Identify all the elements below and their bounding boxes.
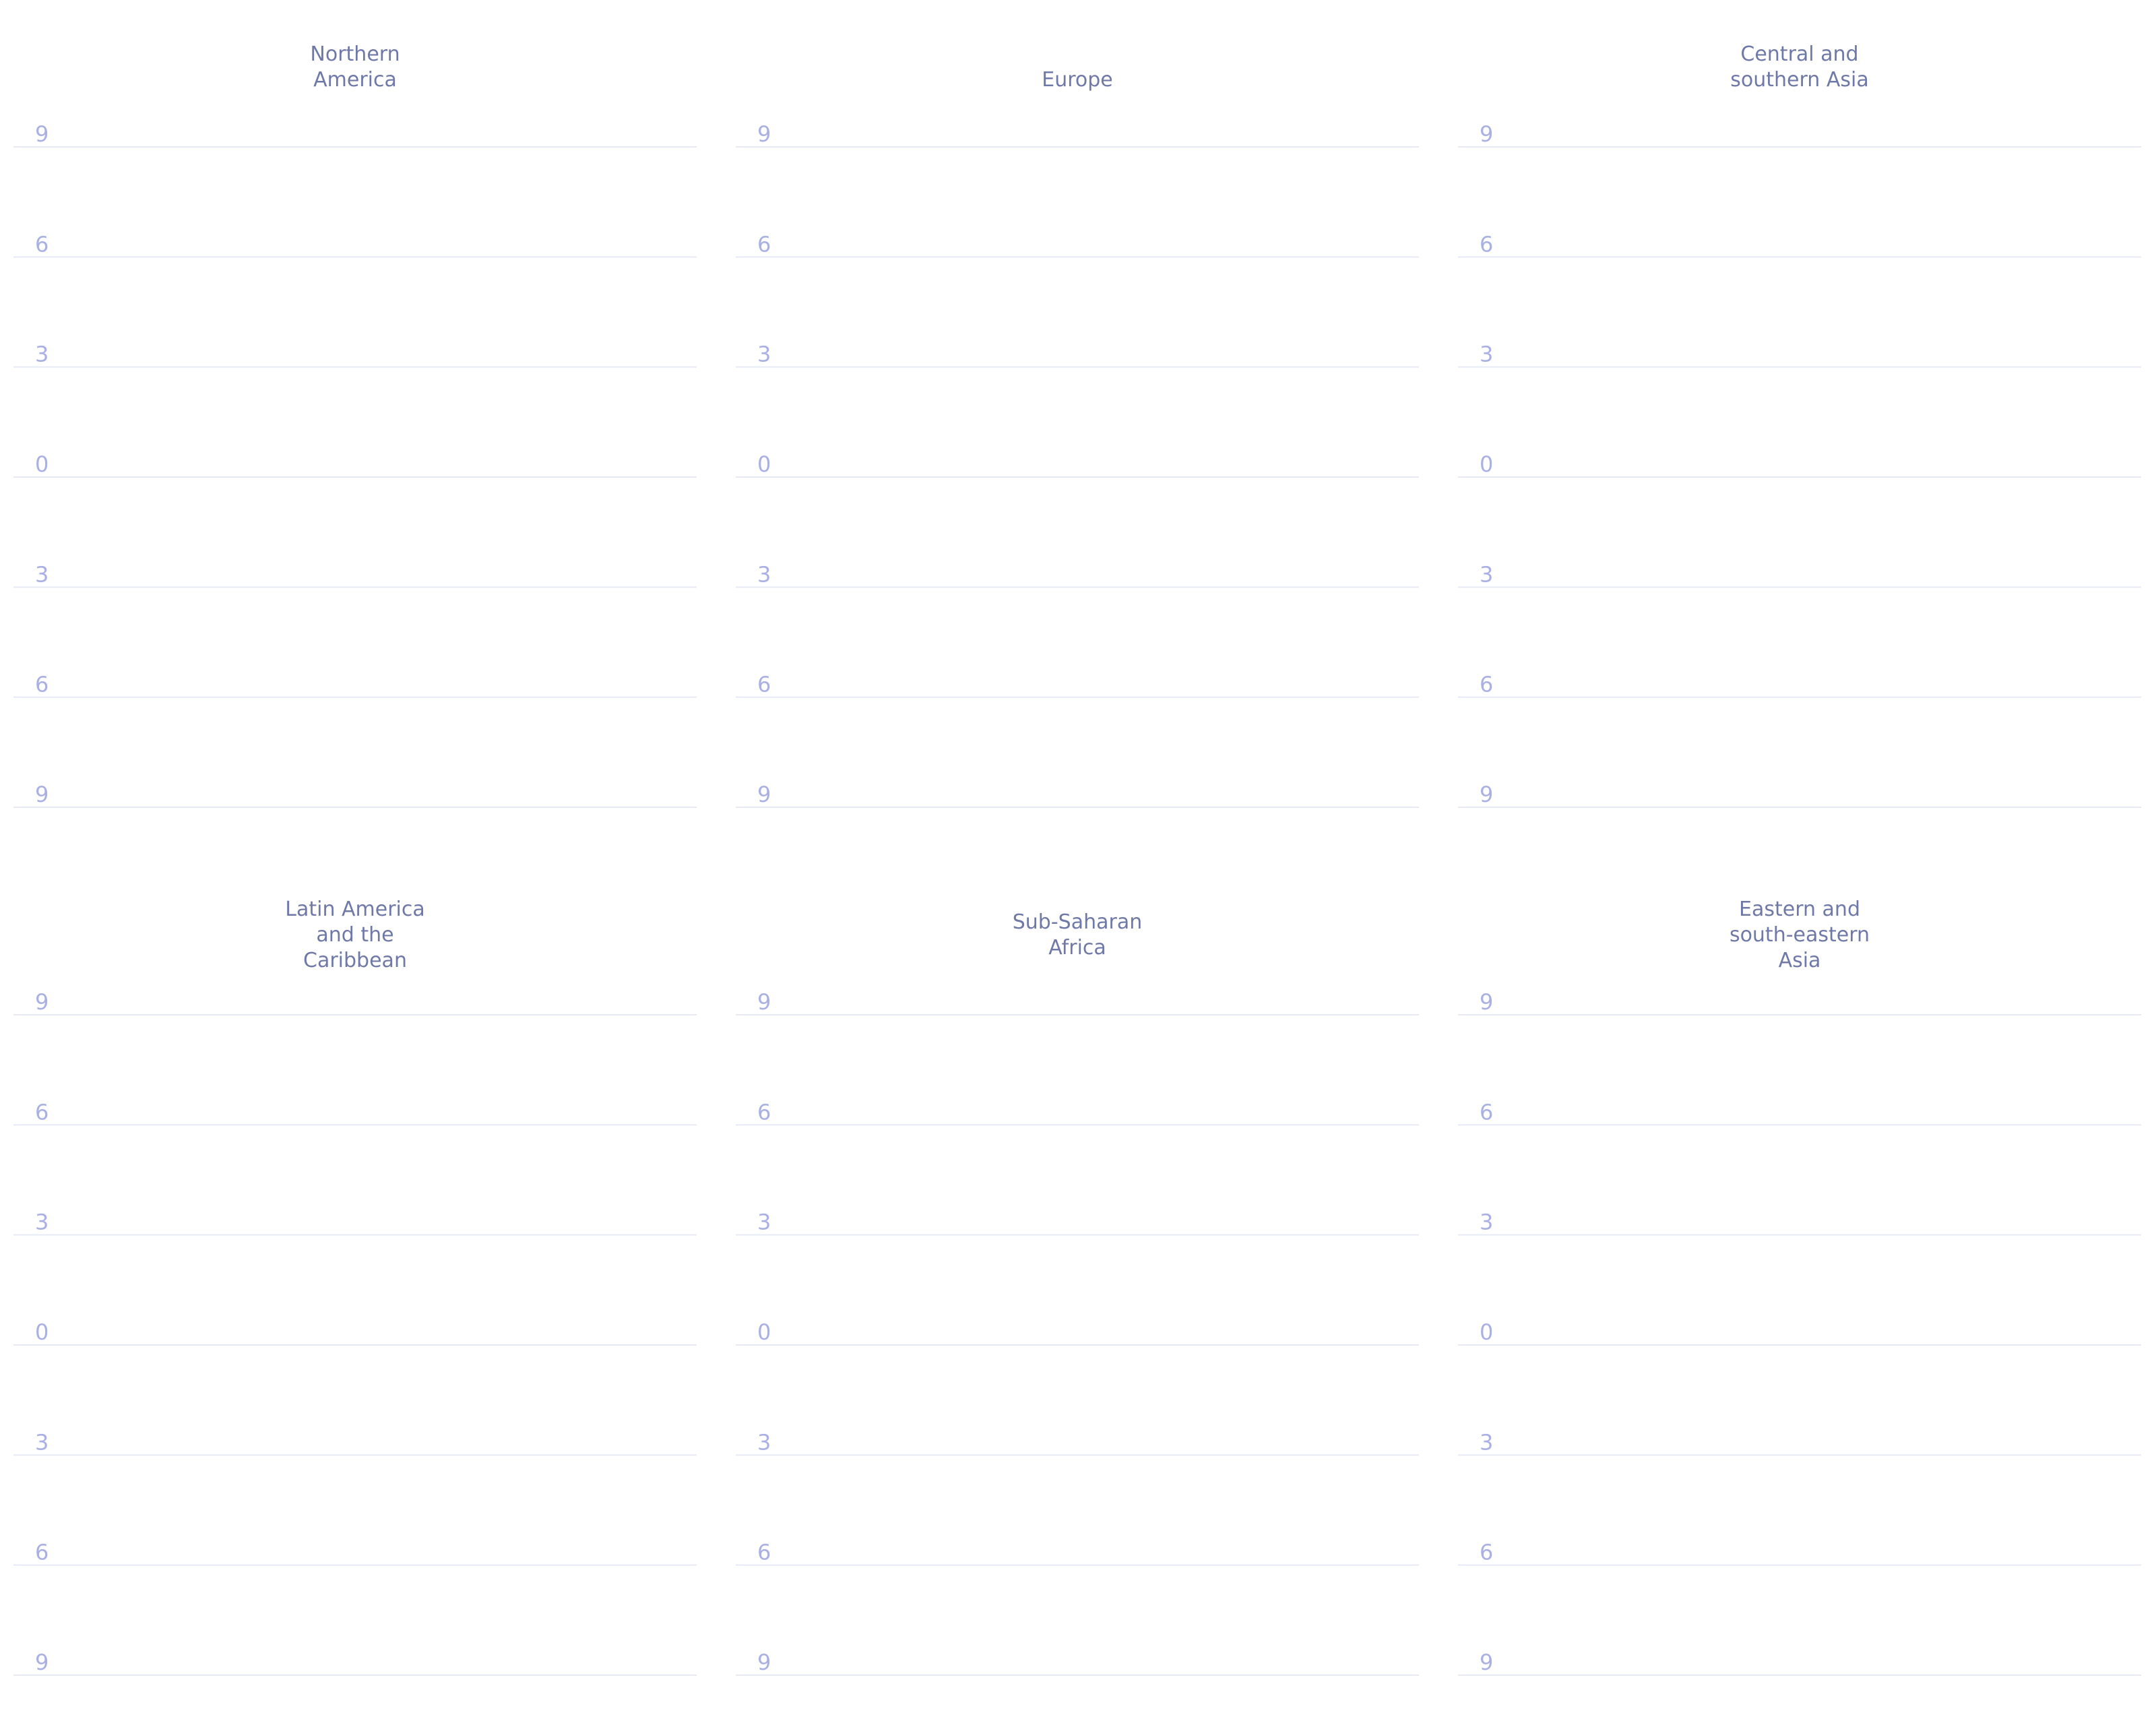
y-tick-label: 9 — [35, 989, 49, 1015]
y-tick-label: 6 — [1480, 1099, 1493, 1125]
chart-panels: NorthernAmerica9630369Europe9630369Centr… — [13, 42, 2156, 1675]
panel-title: Caribbean — [303, 949, 407, 972]
y-tick-label: 6 — [1480, 672, 1493, 697]
y-tick-label: 6 — [35, 672, 49, 697]
y-tick-label: 6 — [757, 1540, 771, 1565]
panel-title: America — [313, 68, 397, 92]
y-tick-label: 6 — [1480, 1540, 1493, 1565]
y-tick-label: 9 — [1480, 121, 1493, 147]
y-tick-label: 9 — [35, 121, 49, 147]
y-tick-label: 3 — [757, 1210, 771, 1235]
panel-title: Eastern and — [1739, 898, 1860, 921]
y-tick-label: 0 — [35, 1319, 49, 1345]
panel-title: Sub-Saharan — [1013, 910, 1142, 934]
y-tick-label: 9 — [1480, 782, 1493, 807]
y-tick-label: 6 — [757, 1099, 771, 1125]
y-tick-label: 3 — [35, 561, 49, 587]
y-tick-label: 9 — [757, 121, 771, 147]
y-tick-label: 0 — [1480, 1319, 1493, 1345]
panel-title: Asia — [1779, 949, 1821, 972]
panel-title: Central and — [1740, 42, 1858, 66]
y-tick-label: 3 — [1480, 561, 1493, 587]
y-tick-label: 6 — [35, 1540, 49, 1565]
y-tick-label: 6 — [35, 1099, 49, 1125]
y-tick-label: 3 — [1480, 1429, 1493, 1455]
panel-title: Europe — [1042, 68, 1113, 92]
y-tick-label: 9 — [35, 1650, 49, 1675]
y-tick-label: 9 — [1480, 1650, 1493, 1675]
panel-title: Latin America — [285, 898, 425, 921]
y-tick-label: 3 — [757, 1429, 771, 1455]
y-tick-label: 3 — [757, 342, 771, 367]
y-tick-label: 3 — [1480, 1210, 1493, 1235]
y-tick-label: 9 — [1480, 989, 1493, 1015]
y-tick-label: 0 — [1480, 451, 1493, 477]
y-tick-label: 3 — [757, 561, 771, 587]
y-tick-label: 6 — [35, 231, 49, 257]
y-tick-label: 9 — [757, 1650, 771, 1675]
y-tick-label: 0 — [757, 1319, 771, 1345]
y-tick-label: 0 — [757, 451, 771, 477]
panel-title: south-eastern — [1730, 923, 1870, 947]
panel-title: southern Asia — [1730, 68, 1868, 92]
y-tick-label: 6 — [757, 231, 771, 257]
y-tick-label: 3 — [1480, 342, 1493, 367]
y-tick-label: 9 — [757, 989, 771, 1015]
panel-title: and the — [316, 923, 393, 947]
panel-1: Europe 9 6 3 0 3 6 9 — [736, 68, 1420, 807]
panel-title: Northern — [310, 42, 400, 66]
y-tick-label: 3 — [35, 1210, 49, 1235]
y-tick-label: 3 — [35, 1429, 49, 1455]
y-tick-label: 3 — [35, 342, 49, 367]
y-tick-label: 9 — [757, 782, 771, 807]
y-tick-label: 6 — [1480, 231, 1493, 257]
y-tick-label: 6 — [757, 672, 771, 697]
y-tick-label: 0 — [35, 451, 49, 477]
y-tick-label: 9 — [35, 782, 49, 807]
panel-title: Africa — [1048, 936, 1106, 960]
